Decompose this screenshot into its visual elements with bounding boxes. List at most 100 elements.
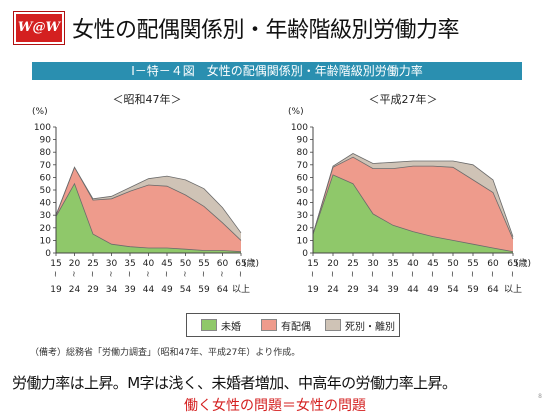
y-tick-label-left: 30 (40, 211, 52, 221)
x-tick-label-top-right: 50 (447, 259, 459, 269)
unit-label-right: (%) (288, 107, 304, 117)
x-tick-label-bottom-left: 49 (161, 285, 173, 295)
line-widowed-left (55, 166, 242, 234)
x-tick-tilde-right: ~ (428, 271, 437, 278)
y-tick-label-left: 80 (40, 148, 52, 158)
x-tick-tilde-right: ~ (408, 271, 417, 278)
y-tick-label-left: 70 (40, 161, 52, 171)
legend-swatch-widowed (325, 319, 341, 331)
x-unit-label-left: (歳) (243, 257, 259, 269)
legend: 未婚 有配偶 死別・離別 (186, 313, 400, 337)
x-tick-label-top-right: 40 (407, 259, 419, 269)
x-tick-tilde-left: ~ (162, 271, 171, 278)
x-tick-tilde-left: ~ (144, 271, 153, 278)
y-tick-label-left: 50 (40, 186, 52, 196)
x-tick-tilde-right: ~ (488, 271, 497, 278)
x-tick-label-bottom-left: 54 (180, 285, 192, 295)
y-tick-label-left: 10 (40, 236, 52, 246)
y-tick-label-left: 90 (40, 136, 52, 146)
x-tick-tilde-left: ~ (51, 271, 60, 278)
y-tick-label-right: 100 (291, 123, 308, 133)
y-tick-label-right: 60 (297, 173, 309, 183)
x-tick-label-bottom-right: 54 (447, 285, 459, 295)
legend-item-widowed: 死別・離別 (325, 318, 395, 333)
x-unit-label-right: (歳) (515, 257, 531, 269)
panel-title-left: ＜昭和47年＞ (112, 93, 182, 106)
x-tick-label-top-right: 35 (387, 259, 398, 269)
y-tick-label-right: 80 (297, 148, 309, 158)
x-tick-label-bottom-left: 59 (198, 285, 210, 295)
x-tick-label-top-right: 65 (507, 259, 518, 269)
x-tick-label-bottom-right: 24 (327, 285, 339, 295)
y-tick-label-right: 20 (297, 224, 309, 234)
area-married-left (56, 167, 241, 252)
x-tick-label-bottom-right: 19 (307, 285, 319, 295)
x-tick-label-top-left: 30 (106, 259, 118, 269)
x-tick-tilde-right: ~ (448, 271, 457, 278)
figure-banner: Ⅰ－特－４図 女性の配偶関係別・年齢階級別労働力率 (32, 62, 522, 80)
x-tick-tilde-left: ~ (88, 271, 97, 278)
legend-item-married: 有配偶 (261, 318, 311, 333)
y-tick-label-left: 100 (34, 123, 51, 133)
y-tick-label-left: 0 (45, 249, 51, 259)
x-tick-label-bottom-left: 39 (124, 285, 136, 295)
line-widowed-right (312, 153, 514, 237)
x-tick-tilde-left: ~ (218, 271, 227, 278)
x-tick-tilde-left: ~ (199, 271, 208, 278)
x-tick-label-top-left: 65 (235, 259, 246, 269)
x-tick-label-bottom-left: 24 (69, 285, 81, 295)
x-tick-label-bottom-left: 34 (106, 285, 118, 295)
x-tick-label-bottom-right: 64 (487, 285, 499, 295)
x-tick-label-top-right: 30 (367, 259, 379, 269)
x-tick-label-top-left: 60 (217, 259, 229, 269)
line-married-left (55, 166, 242, 241)
x-tick-label-top-left: 55 (198, 259, 209, 269)
x-tick-label-top-left: 40 (143, 259, 155, 269)
line-unmarried-right (312, 174, 514, 253)
legend-swatch-married (261, 319, 277, 331)
x-tick-label-bottom-right: 59 (467, 285, 479, 295)
x-tick-tilde-right: ~ (508, 271, 517, 278)
x-tick-tilde-right: ~ (388, 271, 397, 278)
x-tick-label-top-left: 15 (50, 259, 61, 269)
y-tick-label-right: 10 (297, 236, 309, 246)
page-number: 8 (538, 393, 542, 400)
line-married-right (312, 156, 514, 240)
x-tick-label-bottom-right: 34 (367, 285, 379, 295)
legend-label-unmarried: 未婚 (221, 322, 241, 333)
x-tick-label-top-right: 55 (467, 259, 478, 269)
y-tick-label-right: 0 (302, 249, 308, 259)
x-tick-label-bottom-right: 44 (407, 285, 419, 295)
x-tick-label-top-left: 25 (87, 259, 98, 269)
x-tick-tilde-left: ~ (70, 271, 79, 278)
area-unmarried-left (56, 183, 241, 253)
source-note: （備考）総務省「労働力調査」（昭和47年、平成27年）より作成。 (30, 348, 301, 358)
y-tick-label-right: 90 (297, 136, 309, 146)
x-tick-label-top-right: 45 (427, 259, 438, 269)
page-title: 女性の配偶関係別・年齢階級別労働力率 (72, 18, 460, 43)
y-tick-label-right: 50 (297, 186, 309, 196)
x-tick-label-bottom-left: 29 (87, 285, 99, 295)
x-tick-label-top-left: 20 (69, 259, 81, 269)
line-unmarried-left (55, 182, 242, 253)
legend-item-unmarried: 未婚 (201, 318, 241, 333)
x-tick-tilde-left: ~ (125, 271, 134, 278)
x-tick-label-bottom-left: 44 (143, 285, 155, 295)
x-tick-label-bottom-right: 以上 (504, 284, 522, 295)
x-tick-tilde-right: ~ (308, 271, 317, 278)
x-tick-tilde-left: ~ (107, 271, 116, 278)
x-tick-label-top-left: 35 (124, 259, 135, 269)
x-tick-label-bottom-left: 以上 (232, 284, 250, 295)
legend-label-married: 有配偶 (281, 322, 311, 333)
x-tick-label-top-left: 50 (180, 259, 192, 269)
x-tick-label-bottom-left: 64 (217, 285, 229, 295)
x-tick-label-top-right: 25 (347, 259, 358, 269)
y-tick-label-left: 40 (40, 199, 52, 209)
logo: W@W (13, 11, 65, 45)
x-tick-label-top-right: 15 (307, 259, 318, 269)
legend-swatch-unmarried (201, 319, 217, 331)
legend-label-widowed: 死別・離別 (345, 322, 395, 333)
area-married-right (313, 157, 513, 252)
panel-title-right: ＜平成27年＞ (368, 93, 438, 106)
